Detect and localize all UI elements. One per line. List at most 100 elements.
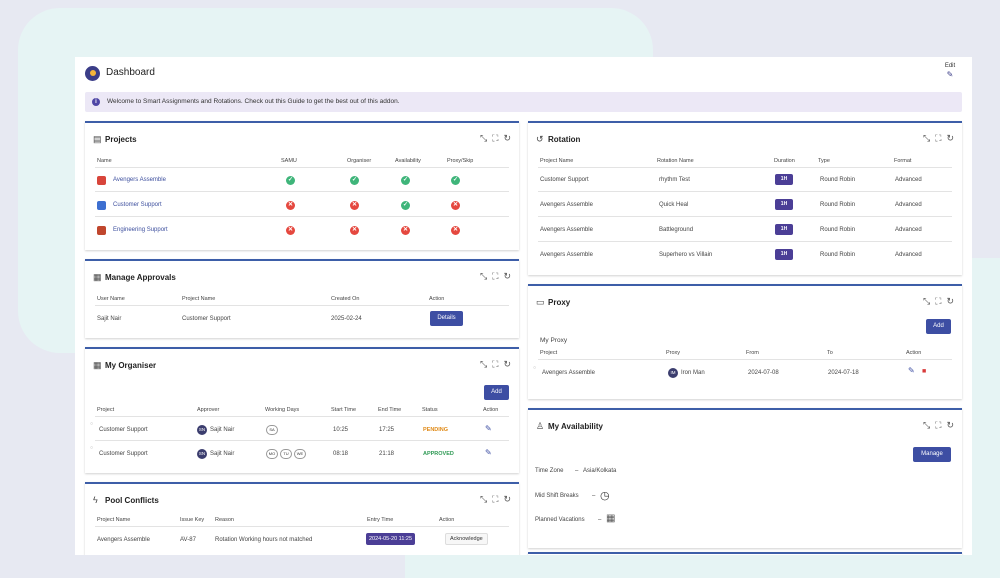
edit-button[interactable]: Edit ✎ bbox=[942, 63, 958, 79]
to-date: 2024-07-18 bbox=[828, 370, 859, 376]
add-proxy-button[interactable]: Add bbox=[926, 319, 951, 334]
separator: – bbox=[598, 517, 602, 523]
approver-avatar: SN bbox=[197, 449, 207, 459]
approver-name: Sajit Nair bbox=[210, 427, 235, 433]
card-controls: ⤡ ⛶ ↻ bbox=[475, 494, 511, 505]
minimize-icon[interactable]: ⤡ bbox=[479, 359, 488, 369]
minimize-icon[interactable]: ⤡ bbox=[922, 296, 931, 306]
card-controls: ⤡ ⛶ ↻ bbox=[918, 133, 954, 144]
expand-icon[interactable]: ⛶ bbox=[492, 271, 499, 281]
app-header: Dashboard Edit ✎ bbox=[75, 57, 972, 89]
column-header: Action bbox=[429, 296, 445, 302]
duration-badge: 1H bbox=[775, 199, 793, 210]
start-time: 10:25 bbox=[333, 427, 349, 433]
rotation-format: Advanced bbox=[895, 202, 922, 208]
expand-icon[interactable]: ⛶ bbox=[492, 359, 499, 369]
duration-badge: 1H bbox=[775, 174, 793, 185]
created-on: 2025-02-24 bbox=[331, 316, 362, 322]
banner-text: Welcome to Smart Assignments and Rotatio… bbox=[107, 98, 400, 105]
edit-icon[interactable]: ✎ bbox=[485, 424, 492, 433]
project-avatar-icon bbox=[97, 226, 106, 235]
column-header: To bbox=[827, 350, 833, 356]
page-title: Dashboard bbox=[106, 67, 155, 78]
project-name: Customer Support bbox=[540, 177, 589, 183]
refresh-icon[interactable]: ↻ bbox=[503, 359, 511, 369]
from-date: 2024-07-08 bbox=[748, 370, 779, 376]
proxy-icon: ▭ bbox=[536, 297, 545, 307]
minimize-icon[interactable]: ⤡ bbox=[479, 494, 488, 504]
project-link[interactable]: Avengers Assemble bbox=[113, 177, 166, 183]
rotation-name: rhythm Test bbox=[659, 177, 690, 183]
expand-icon[interactable]: ⛶ bbox=[935, 420, 942, 430]
details-button[interactable]: Details bbox=[430, 311, 463, 326]
project-name: Avengers Assemble bbox=[97, 537, 150, 543]
clock-icon[interactable]: ◷ bbox=[600, 490, 610, 502]
column-header: Status bbox=[422, 407, 438, 413]
lightning-icon: ϟ bbox=[93, 495, 98, 505]
end-time: 17:25 bbox=[379, 427, 395, 433]
cross-icon: ✕ bbox=[401, 226, 410, 235]
refresh-icon[interactable]: ↻ bbox=[946, 420, 954, 430]
check-icon: ✓ bbox=[451, 176, 460, 185]
calendar-icon[interactable]: ▦ bbox=[606, 513, 616, 524]
expand-icon[interactable]: ⛶ bbox=[935, 133, 942, 143]
minimize-icon[interactable]: ⤡ bbox=[922, 133, 931, 143]
column-header: SAMU bbox=[281, 158, 297, 164]
column-header: Action bbox=[906, 350, 922, 356]
minimize-icon[interactable]: ⤡ bbox=[922, 420, 931, 430]
edit-label: Edit bbox=[944, 63, 956, 69]
minimize-icon[interactable]: ⤡ bbox=[479, 133, 488, 143]
rotation-format: Advanced bbox=[895, 177, 922, 183]
row-marker: ○ bbox=[533, 365, 537, 371]
approver-name: Sajit Nair bbox=[210, 451, 235, 457]
pencil-icon: ✎ bbox=[946, 70, 954, 79]
separator: – bbox=[592, 493, 596, 499]
project-link[interactable]: Customer Support bbox=[113, 202, 162, 208]
app-logo-icon bbox=[85, 66, 100, 81]
refresh-icon[interactable]: ↻ bbox=[946, 133, 954, 143]
rotation-type: Round Robin bbox=[820, 227, 856, 233]
approvals-title: Manage Approvals bbox=[105, 273, 176, 282]
acknowledge-button[interactable]: Acknowledge bbox=[445, 533, 488, 545]
working-day-chip: WE bbox=[294, 449, 306, 459]
refresh-icon[interactable]: ↻ bbox=[946, 296, 954, 306]
card-controls: ⤡ ⛶ ↻ bbox=[475, 359, 511, 370]
project-link[interactable]: Engineering Support bbox=[113, 227, 168, 233]
status-badge: APPROVED bbox=[423, 451, 454, 457]
project-name: Avengers Assemble bbox=[540, 252, 593, 258]
column-header: Entry Time bbox=[367, 517, 394, 523]
rotation-type: Round Robin bbox=[820, 202, 856, 208]
card-controls: ⤡ ⛶ ↻ bbox=[918, 296, 954, 307]
approver-avatar: SN bbox=[197, 425, 207, 435]
edit-icon[interactable]: ✎ bbox=[485, 448, 492, 457]
delete-icon[interactable]: ■ bbox=[922, 368, 927, 375]
minimize-icon[interactable]: ⤡ bbox=[479, 271, 488, 281]
add-organiser-button[interactable]: Add bbox=[484, 385, 509, 400]
refresh-icon[interactable]: ↻ bbox=[503, 133, 511, 143]
calendar-icon: ▦ bbox=[93, 272, 102, 282]
separator: – bbox=[575, 468, 579, 474]
expand-icon[interactable]: ⛶ bbox=[492, 494, 499, 504]
expand-icon[interactable]: ⛶ bbox=[492, 133, 499, 143]
column-header: Proxy bbox=[666, 350, 681, 356]
refresh-icon[interactable]: ↻ bbox=[503, 271, 511, 281]
availability-icon: ♙ bbox=[536, 421, 545, 431]
organiser-icon: ▦ bbox=[93, 360, 102, 370]
expand-icon[interactable]: ⛶ bbox=[935, 296, 942, 306]
column-header: Project Name bbox=[540, 158, 574, 164]
check-icon: ✓ bbox=[401, 201, 410, 210]
manage-button[interactable]: Manage bbox=[913, 447, 951, 462]
edit-icon[interactable]: ✎ bbox=[908, 366, 915, 375]
column-header: Proxy/Skip bbox=[447, 158, 474, 164]
organiser-card: ▦ My Organiser ⤡ ⛶ ↻ Add Project Approver … bbox=[85, 347, 519, 473]
project-name: Customer Support bbox=[182, 316, 231, 322]
card-controls: ⤡ ⛶ ↻ bbox=[918, 420, 954, 431]
project-name: Avengers Assemble bbox=[540, 227, 593, 233]
refresh-icon[interactable]: ↻ bbox=[503, 494, 511, 504]
working-day-chip: SA bbox=[266, 425, 278, 435]
rotation-type: Round Robin bbox=[820, 177, 856, 183]
dashboard-window: Dashboard Edit ✎ i Welcome to Smart Assi… bbox=[75, 57, 972, 555]
column-header: From bbox=[746, 350, 759, 356]
check-icon: ✓ bbox=[401, 176, 410, 185]
rotation-card: ↺ Rotation ⤡ ⛶ ↻ Project Name Rotation Nam… bbox=[528, 121, 962, 275]
